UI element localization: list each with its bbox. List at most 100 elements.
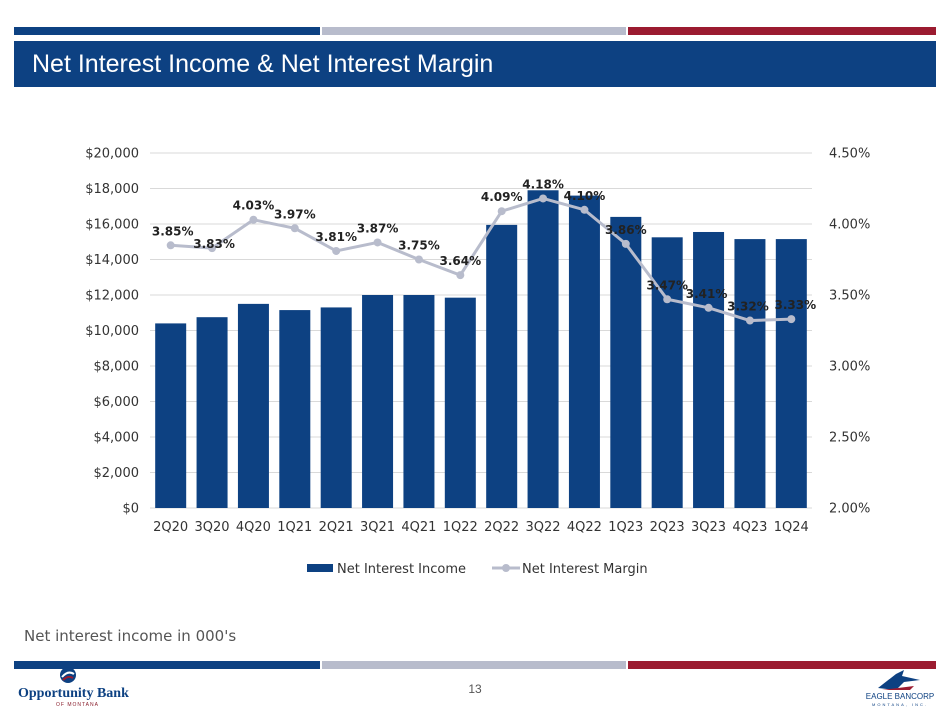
category-labels: 2Q20 3Q20 4Q20 1Q21 2Q21 3Q21 4Q21 1Q22 2Q22 3Q22… <box>153 520 809 535</box>
bottom-stripe-red <box>628 661 936 669</box>
left-tick-label: $0 <box>122 502 139 517</box>
bar <box>279 310 311 508</box>
opportunity-bank-name: Opportunity Bank <box>18 686 129 701</box>
top-stripe-red <box>628 27 936 35</box>
line-point <box>414 255 423 264</box>
right-tick-label: 2.50% <box>829 431 870 446</box>
line-point <box>580 205 589 214</box>
line-data-label: 3.87% <box>357 221 399 235</box>
bar <box>734 239 766 508</box>
left-tick-label: $10,000 <box>85 324 139 339</box>
line-data-label: 3.64% <box>439 254 481 268</box>
left-tick-label: $6,000 <box>94 395 140 410</box>
category-label: 4Q20 <box>236 520 271 535</box>
bar <box>693 231 725 509</box>
bar <box>486 224 518 508</box>
title-bar: Net Interest Income & Net Interest Margi… <box>14 41 936 87</box>
slide-title: Net Interest Income & Net Interest Margi… <box>32 50 494 78</box>
category-label: 1Q22 <box>443 520 478 535</box>
line-data-label: 3.75% <box>398 239 440 253</box>
bar <box>237 303 269 508</box>
legend: Net Interest Income Net Interest Margin <box>307 562 648 577</box>
legend-bar-swatch <box>307 564 333 572</box>
left-tick-label: $4,000 <box>94 431 140 446</box>
category-label: 4Q23 <box>732 520 767 535</box>
left-tick-label: $18,000 <box>85 182 139 197</box>
footnote: Net interest income in 000's <box>24 627 237 645</box>
eagle-bancorp-name: EAGLE BANCORP <box>865 692 935 701</box>
bar <box>403 295 435 508</box>
line-point <box>539 194 548 203</box>
line-point <box>290 224 299 233</box>
line-data-label: 3.81% <box>315 230 357 244</box>
category-label: 2Q22 <box>484 520 519 535</box>
opportunity-bank-mark-icon <box>60 667 76 683</box>
line-data-label: 3.32% <box>727 300 769 314</box>
top-stripe-navy <box>14 27 320 35</box>
legend-line-marker <box>502 564 510 572</box>
top-stripe-gray <box>322 27 626 35</box>
line-point <box>745 316 754 325</box>
page-number: 13 <box>468 682 482 696</box>
line-data-labels: 3.85%3.83% 4.03%3.97% 3.81%3.87% 3.75%3.64%… <box>152 177 816 313</box>
left-tick-label: $2,000 <box>94 466 140 481</box>
line-point <box>332 246 341 255</box>
category-label: 1Q21 <box>277 520 312 535</box>
bottom-stripe-navy <box>14 661 320 669</box>
line-data-label: 3.86% <box>605 223 647 237</box>
line-point <box>621 239 630 248</box>
line-data-label: 3.41% <box>686 287 728 301</box>
category-label: 3Q21 <box>360 520 395 535</box>
category-label: 2Q20 <box>153 520 188 535</box>
eagle-icon <box>878 670 920 690</box>
line-point <box>166 241 175 250</box>
line-point <box>456 271 465 280</box>
line-point <box>373 238 382 247</box>
category-label: 3Q20 <box>195 520 230 535</box>
legend-label-margin: Net Interest Margin <box>522 562 648 577</box>
line-data-label: 4.09% <box>481 190 523 204</box>
line-data-label: 4.10% <box>564 189 606 203</box>
category-label: 1Q24 <box>774 520 809 535</box>
legend-label-income: Net Interest Income <box>337 562 466 577</box>
line-point <box>787 315 796 324</box>
eagle-bancorp-logo: EAGLE BANCORP MONTANA, INC. <box>860 668 940 708</box>
line-series <box>166 194 796 325</box>
left-tick-label: $12,000 <box>85 289 139 304</box>
bar <box>362 295 394 508</box>
line-point <box>704 303 713 312</box>
line-point <box>663 295 672 304</box>
bar <box>651 237 683 508</box>
line-point <box>497 207 506 216</box>
bar <box>196 317 228 508</box>
category-label: 4Q22 <box>567 520 602 535</box>
opportunity-bank-sub: OF MONTANA <box>56 702 99 708</box>
line-data-label: 4.03% <box>233 199 275 213</box>
category-label: 3Q22 <box>526 520 561 535</box>
eagle-bancorp-sub: MONTANA, INC. <box>872 702 928 707</box>
line-data-label: 3.33% <box>774 298 816 312</box>
line-data-label: 3.85% <box>152 224 194 238</box>
opportunity-bank-logo: Opportunity Bank OF MONTANA <box>18 666 129 708</box>
bottom-stripe-gray <box>322 661 626 669</box>
line-point <box>249 215 258 224</box>
bar <box>775 239 807 508</box>
right-tick-label: 3.50% <box>829 289 870 304</box>
right-tick-label: 2.00% <box>829 502 870 517</box>
line-data-label: 3.47% <box>646 278 688 292</box>
margin-line <box>170 196 792 323</box>
right-tick-label: 3.00% <box>829 360 870 375</box>
right-axis-ticks: 2.00% 2.50% 3.00% 3.50% 4.00% 4.50% <box>829 147 870 517</box>
bar <box>527 190 559 508</box>
line-data-label: 3.83% <box>193 237 235 251</box>
line-data-label: 3.97% <box>274 207 316 221</box>
line-point <box>208 244 217 253</box>
left-tick-label: $20,000 <box>85 147 139 162</box>
bar <box>320 307 352 508</box>
category-label: 2Q21 <box>319 520 354 535</box>
category-label: 1Q23 <box>608 520 643 535</box>
left-tick-label: $16,000 <box>85 218 139 233</box>
line-data-label: 4.18% <box>522 177 564 191</box>
right-tick-label: 4.00% <box>829 218 870 233</box>
